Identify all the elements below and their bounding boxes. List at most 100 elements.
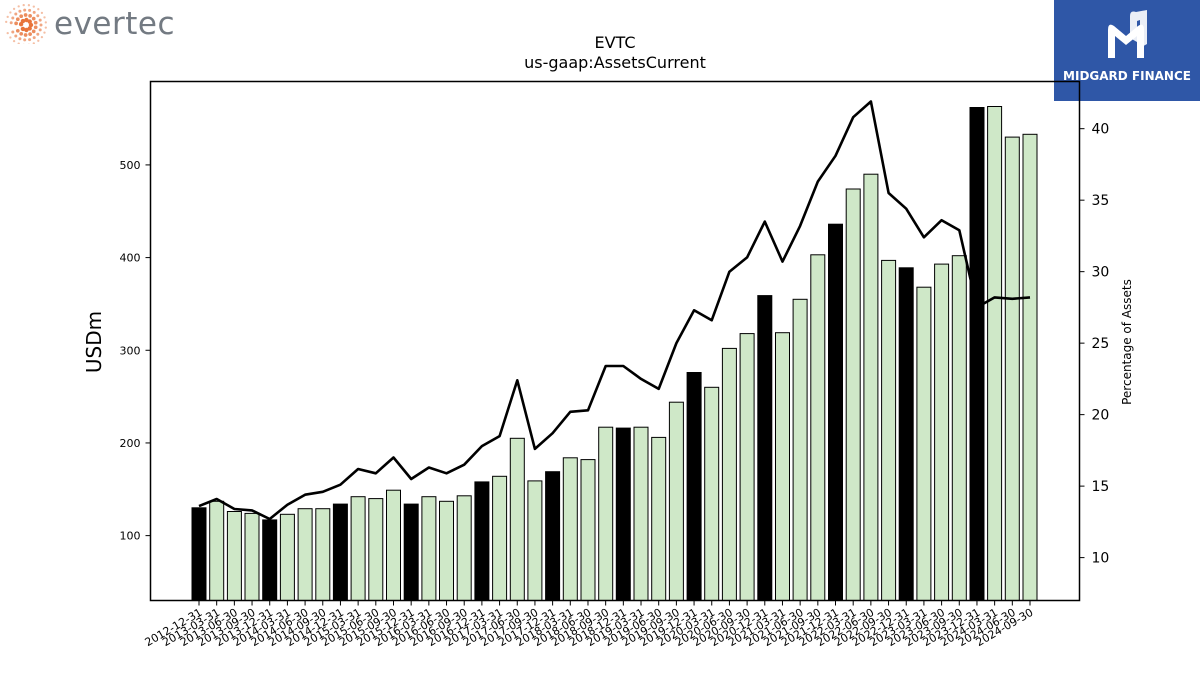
left-axis: 100 200 300 400 500	[120, 159, 151, 543]
y2-tick-label: 25	[1092, 336, 1110, 352]
bars-layer	[191, 106, 1038, 602]
logo-dot	[31, 29, 36, 34]
logo-dot	[27, 26, 32, 31]
logo-dot	[11, 16, 15, 20]
logo-dot	[39, 23, 43, 27]
bar	[987, 106, 1003, 601]
y2-tick-label: 10	[1092, 551, 1110, 567]
bar	[545, 471, 561, 602]
bar	[1004, 136, 1020, 601]
right-axis: 10 15 20 25 30 35 40	[1079, 122, 1110, 567]
bar	[828, 223, 843, 601]
y2-tick-label: 15	[1092, 479, 1110, 495]
y2-tick-label: 20	[1092, 408, 1110, 424]
logo-dot	[43, 31, 46, 34]
logo-dot	[27, 19, 32, 24]
logo-dot	[36, 14, 40, 18]
bar	[721, 347, 737, 601]
logo-dot	[38, 28, 42, 32]
bar	[262, 519, 278, 602]
logo-dot	[9, 11, 12, 14]
logo-dot	[11, 30, 15, 34]
bar	[509, 437, 525, 601]
logo-dot	[31, 16, 36, 21]
brand-name: evertec	[54, 6, 176, 42]
bar	[775, 332, 790, 601]
bar	[244, 512, 260, 602]
bar	[226, 511, 242, 601]
bar	[1022, 133, 1038, 602]
bar	[633, 426, 649, 602]
bar	[439, 500, 454, 601]
logo-dot	[28, 38, 32, 42]
bar	[474, 481, 490, 601]
logo-dot	[28, 8, 32, 12]
logo-dot	[17, 5, 20, 8]
y-tick-label: 300	[120, 344, 141, 357]
logo-dot	[44, 26, 47, 29]
logo-dot	[9, 36, 12, 39]
logo-dot	[28, 32, 32, 36]
bar	[668, 401, 684, 602]
bar	[951, 255, 967, 601]
bar	[562, 457, 578, 601]
logo-dot	[44, 21, 47, 24]
bar	[527, 480, 543, 601]
logo-dot	[40, 35, 44, 39]
bar	[368, 498, 384, 602]
logo-dot	[36, 32, 40, 36]
bar	[297, 508, 313, 602]
bar	[191, 507, 207, 601]
logo-dot	[23, 38, 27, 42]
y-tick-label: 200	[120, 437, 141, 450]
logo-dot	[33, 25, 38, 30]
logo-dot	[28, 22, 34, 28]
logo-dot	[32, 42, 35, 44]
bar	[881, 259, 897, 601]
percentage-line	[198, 100, 1031, 521]
bar	[916, 286, 932, 601]
y2-tick-label: 40	[1092, 122, 1110, 138]
y-axis-label: USDm	[82, 311, 106, 373]
logo-dot	[23, 33, 28, 37]
bar	[350, 496, 366, 602]
logo-dot	[24, 17, 29, 23]
logo-dot	[14, 21, 18, 26]
bar	[421, 496, 437, 602]
chart-subtitle: us-gaap:AssetsCurrent	[524, 53, 706, 72]
logo-dot	[37, 39, 40, 42]
y-tick-label: 100	[120, 530, 141, 543]
logo-dot	[20, 18, 26, 24]
logo-dot	[18, 37, 22, 41]
midgard-m-icon	[1108, 10, 1147, 59]
logo-dot	[6, 31, 9, 35]
bar	[209, 500, 225, 601]
logo-dot	[23, 8, 27, 12]
logo-dot	[37, 8, 40, 11]
bar	[279, 513, 295, 601]
bar	[863, 173, 879, 601]
logo-dot	[19, 31, 24, 36]
evertec-logo: evertec	[2, 4, 192, 44]
bar	[810, 254, 826, 602]
logo-dot	[5, 20, 8, 24]
logo-dot	[22, 4, 25, 7]
x-axis: 2012-12-312013-03-312013-06-302013-09-30…	[143, 600, 1036, 649]
logo-dot	[20, 26, 26, 32]
bar	[651, 436, 667, 601]
bar	[615, 427, 631, 601]
bar	[332, 503, 348, 602]
bar	[580, 459, 596, 601]
logo-dot	[18, 9, 22, 13]
logo-dot	[40, 11, 44, 15]
bar	[386, 489, 401, 602]
logo-dot	[32, 36, 36, 40]
y2-tick-label: 35	[1092, 193, 1110, 209]
logo-dot	[32, 10, 36, 14]
plot-frame	[149, 80, 1081, 602]
dotted-sunburst-icon	[5, 4, 47, 44]
logo-dot	[33, 20, 38, 25]
bar	[704, 386, 720, 601]
bar	[456, 495, 472, 601]
